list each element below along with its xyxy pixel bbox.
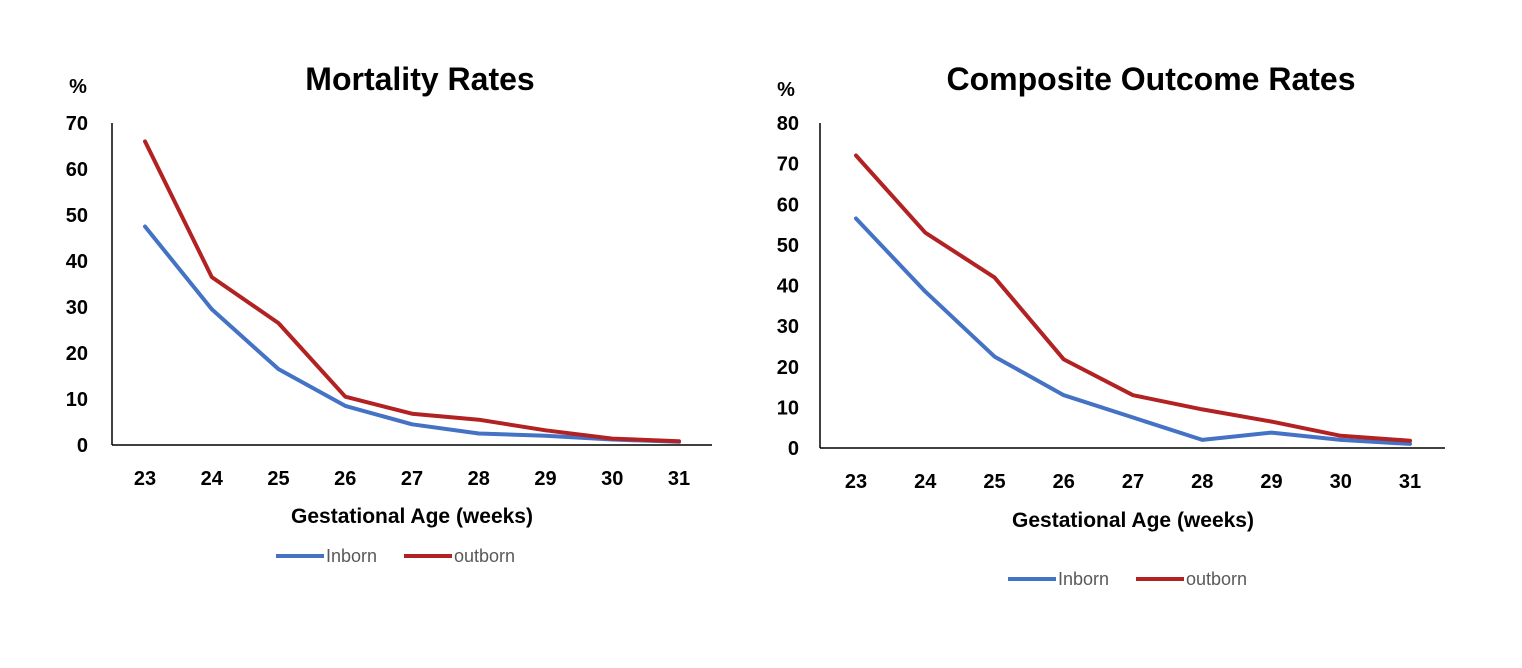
y-tick-label: 50 [66,205,88,227]
data-point-outborn [143,139,147,143]
data-point-inborn [143,224,147,229]
x-tick-label: 24 [201,468,224,490]
legend-label-inborn: Inborn [326,546,377,566]
x-tick-label: 29 [1260,471,1282,493]
x-tick-label: 23 [134,468,156,490]
y-tick-label: 20 [66,343,88,365]
x-tick-label: 26 [334,468,356,490]
y-tick-label: 0 [788,438,799,460]
data-point-inborn [854,216,858,221]
chart-title: Mortality Rates [305,61,534,97]
data-point-inborn [543,434,548,438]
data-point-inborn [1408,442,1412,446]
data-point-outborn [210,275,214,279]
data-point-outborn [992,275,997,279]
series-line-outborn [854,153,1412,443]
data-point-inborn [1339,438,1343,442]
data-point-inborn [1269,431,1274,435]
y-tick-label: 60 [66,159,88,181]
y-tick-label: 70 [777,154,799,176]
data-point-outborn [276,321,281,325]
data-point-outborn [1269,420,1274,424]
x-tick-label: 23 [845,471,867,493]
y-tick-label: 50 [777,235,799,257]
data-point-outborn [343,395,347,399]
x-tick-label: 28 [1191,471,1213,493]
data-point-inborn [923,290,927,294]
y-tick-label: 70 [66,113,88,135]
legend-label-outborn: outborn [1186,569,1247,589]
legend: Inborn outborn [276,546,515,566]
data-point-outborn [1339,434,1343,438]
x-tick-labels: 23 24 25 26 27 28 29 30 31 [134,468,690,490]
data-point-outborn [1200,407,1204,411]
chart-title: Composite Outcome Rates [947,61,1356,97]
y-tick-label: 10 [66,389,88,411]
data-point-outborn [410,412,414,416]
data-point-outborn [543,428,548,432]
data-point-outborn [1408,439,1412,443]
data-point-inborn [1200,438,1204,442]
y-tick-label: 60 [777,194,799,216]
series-line-inborn [854,216,1412,446]
y-tick-label: 30 [66,297,88,319]
y-tick-label: 0 [77,435,88,457]
x-tick-label: 30 [1330,471,1352,493]
x-axis-label: Gestational Age (weeks) [291,505,533,528]
data-point-outborn [477,418,481,422]
y-tick-label: 40 [66,251,88,273]
legend: Inborn outborn [1008,569,1247,589]
mortality-chart: Mortality Rates % 0 10 20 30 40 50 60 70 23 24 25… [66,61,712,566]
x-tick-label: 30 [601,468,623,490]
y-tick-labels: 0 10 20 30 40 50 60 70 [66,113,88,457]
x-tick-label: 25 [267,468,289,490]
y-tick-label: 40 [777,276,799,298]
data-point-outborn [610,437,614,441]
legend-label-outborn: outborn [454,546,515,566]
x-tick-label: 27 [1122,471,1144,493]
data-point-inborn [210,307,214,311]
y-tick-label: 20 [777,357,799,379]
x-tick-label: 24 [914,471,937,493]
data-point-outborn [1062,357,1066,361]
x-axis-label: Gestational Age (weeks) [1012,509,1254,532]
series-layer [854,153,1412,446]
composite-outcome-chart: Composite Outcome Rates % 0 10 20 30 40 50 60 7… [777,61,1445,589]
data-point-outborn [854,153,858,158]
x-tick-label: 27 [401,468,423,490]
y-unit-label: % [777,79,795,101]
y-tick-label: 80 [777,113,799,135]
data-point-inborn [343,404,347,408]
data-point-outborn [923,231,927,235]
legend-label-inborn: Inborn [1058,569,1109,589]
data-point-inborn [1131,415,1135,420]
data-point-outborn [1131,393,1135,397]
data-point-outborn [677,439,681,443]
y-tick-labels: 0 10 20 30 40 50 60 70 80 [777,113,799,460]
x-tick-label: 31 [1399,471,1421,493]
x-tick-labels: 23 24 25 26 27 28 29 30 31 [845,471,1421,493]
series-line-outborn [143,139,681,444]
series-line-inborn [143,224,681,444]
x-tick-label: 31 [668,468,690,490]
data-point-inborn [992,355,997,359]
x-tick-label: 26 [1053,471,1075,493]
data-point-inborn [276,367,281,371]
data-point-inborn [410,422,414,426]
data-point-inborn [477,431,481,436]
data-point-inborn [1062,393,1066,397]
x-tick-label: 29 [534,468,556,490]
y-unit-label: % [69,76,87,98]
x-tick-label: 28 [468,468,490,490]
y-tick-label: 30 [777,316,799,338]
x-tick-label: 25 [983,471,1005,493]
series-layer [143,139,681,444]
y-tick-label: 10 [777,397,799,419]
